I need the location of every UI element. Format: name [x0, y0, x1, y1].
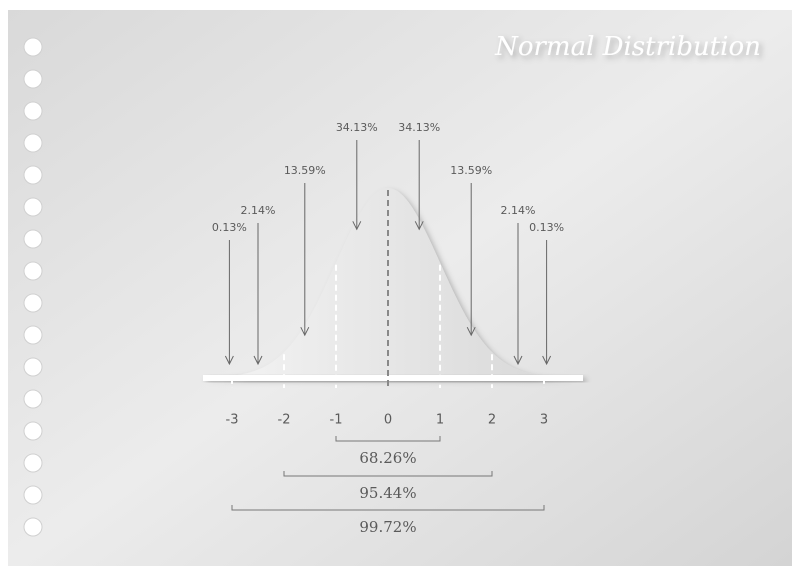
axis-label: -1	[330, 413, 343, 428]
segment-label: 2.14%	[241, 204, 276, 217]
hole	[23, 37, 43, 57]
hole	[23, 293, 43, 313]
hole	[23, 69, 43, 89]
segment-label: 0.13%	[529, 221, 564, 234]
arrow-head	[414, 221, 424, 231]
axis-label: 2	[488, 413, 496, 428]
segment-label: 2.14%	[501, 204, 536, 217]
hole	[23, 389, 43, 409]
range-label: 99.72%	[359, 518, 416, 536]
segment-label: 34.13%	[398, 121, 440, 134]
arrow-head	[513, 355, 523, 366]
segment-label: 13.59%	[450, 164, 492, 177]
range-bracket	[283, 471, 493, 477]
hole	[23, 453, 43, 473]
hole	[23, 421, 43, 441]
axis-label: 3	[540, 413, 548, 428]
arrow-head	[542, 355, 552, 366]
hole	[23, 197, 43, 217]
axis-label: 1	[436, 413, 444, 428]
hole	[23, 325, 43, 345]
segment-label: 13.59%	[284, 164, 326, 177]
arrow-head	[352, 221, 362, 231]
hole	[23, 133, 43, 153]
hole	[23, 357, 43, 377]
hole	[23, 485, 43, 505]
range-bracket	[335, 436, 441, 442]
segment-label: 34.13%	[336, 121, 378, 134]
range-bracket	[231, 505, 545, 511]
axis-label: -3	[226, 413, 239, 428]
arrow-head	[253, 355, 263, 366]
hole	[23, 261, 43, 281]
arrow-head	[466, 326, 476, 337]
segment-label: 0.13%	[212, 221, 247, 234]
bell-curve: 0.13% 2.14% 13.59% 34.13% 34.13% 13.59% 2.14% 0…	[203, 121, 583, 536]
arrow-head	[224, 355, 234, 366]
range-label: 68.26%	[359, 449, 416, 467]
range-label: 95.44%	[359, 484, 416, 502]
hole	[23, 229, 43, 249]
hole	[23, 517, 43, 537]
axis-label: -2	[278, 413, 291, 428]
punch-holes	[23, 37, 43, 537]
hole	[23, 101, 43, 121]
axis-line	[203, 375, 583, 381]
title: Normal Distribution	[494, 32, 761, 62]
axis-label: 0	[384, 413, 392, 428]
hole	[23, 165, 43, 185]
arrow-head	[300, 326, 310, 337]
